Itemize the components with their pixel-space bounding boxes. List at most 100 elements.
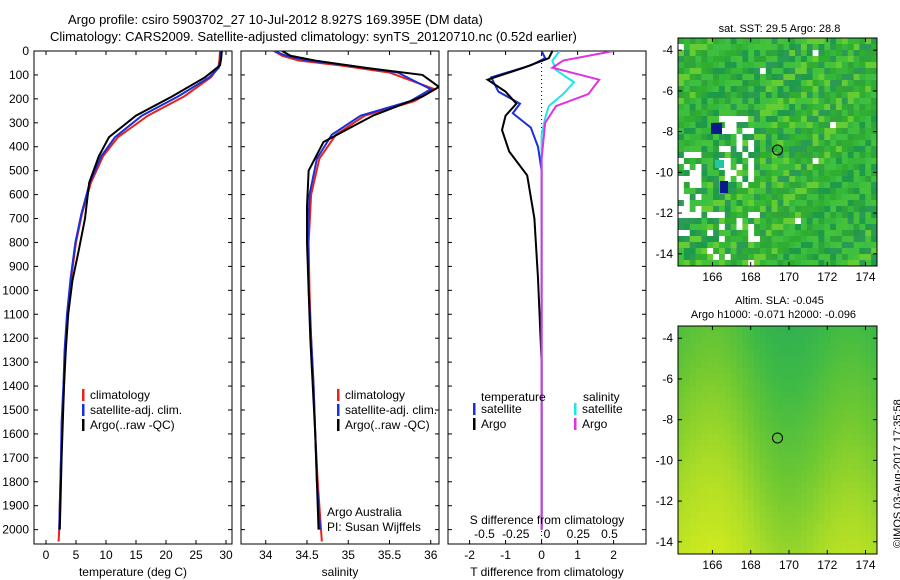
map-cell <box>701 518 708 525</box>
map-cell <box>695 146 702 153</box>
map-cell <box>824 356 831 363</box>
map-cell <box>689 500 697 507</box>
map-cell <box>730 392 738 399</box>
map-cell <box>742 104 749 111</box>
map-cell <box>806 230 814 237</box>
map-cell <box>783 224 790 231</box>
map-cell <box>830 404 837 411</box>
map-cell <box>754 548 761 554</box>
map-cell <box>683 548 691 554</box>
map-cell <box>847 500 855 507</box>
map-cell <box>771 122 778 129</box>
map-cell <box>736 338 743 345</box>
map-cell <box>701 122 708 129</box>
map-cell <box>806 224 814 231</box>
map-cell <box>765 368 773 375</box>
map-cell <box>847 452 855 459</box>
map-cell <box>789 254 796 261</box>
map-cell <box>841 254 849 261</box>
map-cell <box>695 344 702 351</box>
map-cell <box>736 494 743 501</box>
map-cell <box>841 152 849 159</box>
map-cell <box>678 446 685 453</box>
map-cell <box>748 398 755 405</box>
map-cell <box>847 398 855 405</box>
map-cell <box>853 140 860 147</box>
map-cell <box>806 332 814 339</box>
map-cell <box>859 224 866 231</box>
map-cell <box>678 326 685 333</box>
map-cell <box>806 152 814 159</box>
map-cell <box>765 518 773 525</box>
map-cell <box>724 356 732 363</box>
map-cell <box>824 44 831 51</box>
map-cell <box>836 224 843 231</box>
map-cell <box>759 206 767 213</box>
map-cell <box>707 512 714 519</box>
map-cell <box>795 410 802 417</box>
map-cell <box>800 416 808 423</box>
map-cell <box>800 464 808 471</box>
map-cell <box>683 56 691 63</box>
map-cell <box>730 254 738 261</box>
map-cell <box>871 422 877 429</box>
map-cell <box>795 404 802 411</box>
map-cell <box>701 416 708 423</box>
map-cell <box>830 242 837 249</box>
map-cell <box>800 326 808 333</box>
map-cell <box>777 224 784 231</box>
map-cell <box>771 176 778 183</box>
map-cell <box>718 92 726 99</box>
map-cell <box>695 44 702 51</box>
map-cell <box>736 68 743 75</box>
map-cell <box>765 416 773 423</box>
map-cell <box>689 476 697 483</box>
map-cell <box>765 440 773 447</box>
map-cell <box>830 260 837 266</box>
map-cell <box>800 38 808 45</box>
map-cell <box>718 434 726 441</box>
map-cell <box>701 446 708 453</box>
map-cell <box>853 338 860 345</box>
map-cell <box>678 194 685 201</box>
map-cell <box>695 530 702 537</box>
map-cell <box>771 38 778 45</box>
legend-swatch <box>82 404 85 416</box>
map-cell <box>713 506 720 513</box>
map-cell <box>724 200 732 207</box>
map-cell <box>777 194 784 201</box>
map-cell <box>853 68 860 75</box>
map-cell <box>783 218 790 225</box>
map-cell <box>777 500 784 507</box>
map-cell <box>865 110 872 117</box>
map-cell <box>777 146 784 153</box>
map-cell <box>806 62 814 69</box>
map-cell <box>777 386 784 393</box>
map-cell <box>789 194 796 201</box>
map-cell <box>853 236 860 243</box>
map-cell <box>771 530 778 537</box>
map-cell <box>718 206 726 213</box>
y-tick-label: 700 <box>9 212 29 226</box>
map-cell <box>836 206 843 213</box>
map-cell <box>853 98 860 105</box>
map-cell <box>853 380 860 387</box>
map-cell <box>724 170 732 177</box>
map-cell <box>678 44 685 51</box>
map-cell <box>841 368 849 375</box>
map-cell <box>689 488 697 495</box>
map-cell <box>818 218 825 225</box>
map-cell <box>824 164 831 171</box>
map-cell <box>695 224 702 231</box>
map-cell <box>830 392 837 399</box>
map-cell <box>689 224 697 231</box>
map-cell <box>701 176 708 183</box>
map-cell <box>695 38 702 45</box>
map-cell <box>783 464 790 471</box>
map-cell <box>678 188 685 195</box>
map-cell <box>871 116 877 123</box>
map-cell <box>759 146 767 153</box>
x-axis-label-top: S difference from climatology <box>470 513 625 527</box>
map-cell <box>678 38 685 45</box>
map-cell <box>841 410 849 417</box>
